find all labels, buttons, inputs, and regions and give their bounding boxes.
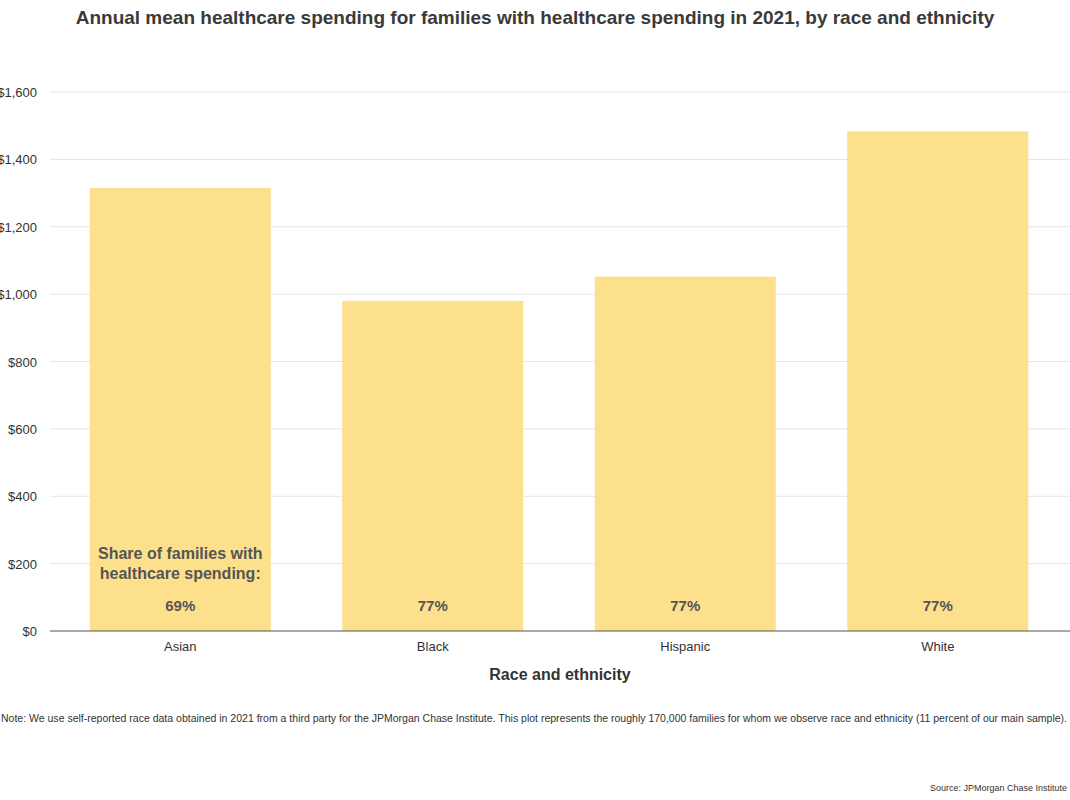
x-tick-label: Asian bbox=[164, 639, 197, 654]
grid-line bbox=[50, 92, 1070, 93]
chart: Annual mean healthcare spending for fami… bbox=[0, 0, 1070, 800]
x-tick-label: Black bbox=[417, 639, 449, 654]
y-tick-label: $1,400 bbox=[0, 152, 37, 167]
x-tick-label: White bbox=[921, 639, 954, 654]
x-tick-label: Hispanic bbox=[660, 639, 710, 654]
title: Annual mean healthcare spending for fami… bbox=[76, 7, 995, 28]
share-title: healthcare spending: bbox=[100, 565, 261, 582]
y-tick-label: $1,600 bbox=[0, 85, 37, 100]
source: Source: JPMorgan Chase Institute bbox=[930, 783, 1067, 793]
share-label: 77% bbox=[418, 597, 448, 614]
share-label: 77% bbox=[670, 597, 700, 614]
share-label: 77% bbox=[923, 597, 953, 614]
y-tick-label: $400 bbox=[8, 489, 37, 504]
y-tick-label: $1,000 bbox=[0, 287, 37, 302]
share-label: 69% bbox=[165, 597, 195, 614]
y-tick-label: $0 bbox=[23, 624, 37, 639]
bar bbox=[90, 188, 271, 631]
y-tick-label: $1,200 bbox=[0, 220, 37, 235]
bar bbox=[342, 301, 523, 631]
bars bbox=[90, 131, 1029, 631]
note: Note: We use self-reported race data obt… bbox=[1, 713, 1067, 724]
y-tick-label: $200 bbox=[8, 557, 37, 572]
y-tick-label: $800 bbox=[8, 355, 37, 370]
x-axis-title: Race and ethnicity bbox=[489, 666, 630, 683]
x-axis-line bbox=[50, 630, 1070, 631]
bar bbox=[595, 277, 776, 631]
y-tick-label: $600 bbox=[8, 422, 37, 437]
share-title: Share of families with bbox=[98, 545, 262, 562]
bar bbox=[847, 131, 1028, 631]
